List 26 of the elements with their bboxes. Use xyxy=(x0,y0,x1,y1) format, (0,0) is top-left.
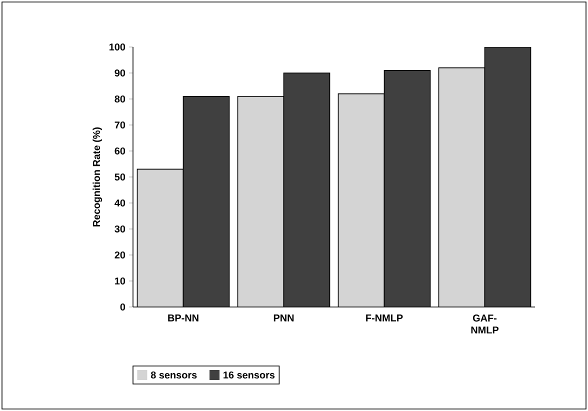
x-tick-label: GAF-NMLP xyxy=(471,314,499,334)
bar xyxy=(484,46,532,307)
bar xyxy=(238,96,284,307)
y-tick-label: 90 xyxy=(114,69,126,77)
bar xyxy=(137,169,184,307)
y-tick-label: 40 xyxy=(114,199,126,207)
bar xyxy=(284,72,330,307)
bar xyxy=(338,94,384,307)
y-tick-label: 70 xyxy=(114,121,126,129)
bar xyxy=(183,96,230,307)
legend-label: 8 sensors xyxy=(150,371,197,379)
y-tick-label: 20 xyxy=(114,251,126,259)
x-tick-label: F-NMLP xyxy=(366,314,403,322)
legend-label: 16 sensors xyxy=(224,371,275,379)
y-axis-title: Recognition Rate (%) xyxy=(92,127,102,226)
y-tick-label: 60 xyxy=(114,147,126,155)
x-tick-label: PNN xyxy=(274,314,294,322)
bar xyxy=(384,70,430,307)
y-tick-label: 80 xyxy=(114,95,126,103)
y-tick-label: 50 xyxy=(114,173,126,181)
y-tick-label: 0 xyxy=(120,303,126,311)
y-tick-label: 100 xyxy=(109,43,126,51)
bar xyxy=(438,67,486,307)
y-tick-label: 30 xyxy=(114,225,126,233)
y-tick-label: 10 xyxy=(115,277,126,285)
x-tick-label: BP-NN xyxy=(168,314,198,322)
